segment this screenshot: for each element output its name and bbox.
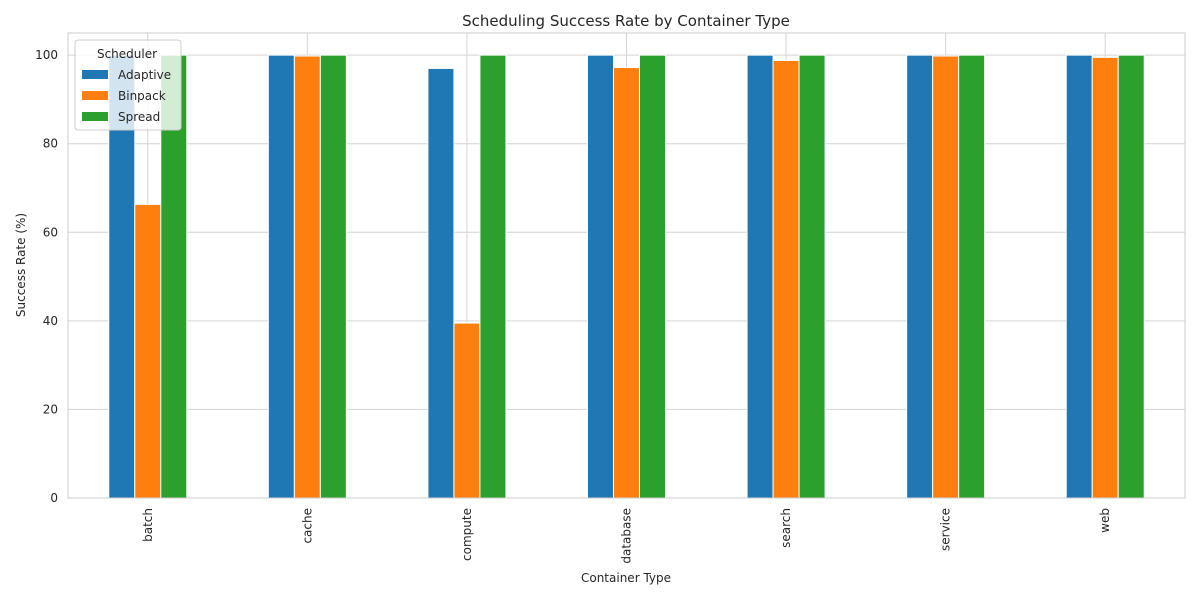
y-tick-label: 60 <box>43 225 58 239</box>
bar-spread-database <box>639 54 666 499</box>
x-tick-label: compute <box>460 508 474 561</box>
y-tick-label: 100 <box>35 48 58 62</box>
bar-spread-service <box>958 54 986 499</box>
plot-border <box>67 32 1186 499</box>
legend-items: Adaptive Binpack Spread <box>82 68 171 124</box>
bar-binpack-database <box>613 67 640 499</box>
bar-adaptive-search <box>746 54 774 499</box>
chart-title: Scheduling Success Rate by Container Typ… <box>462 12 790 30</box>
y-tick-label: 40 <box>43 314 58 328</box>
y-tick-label: 80 <box>43 137 58 151</box>
x-tick-label: batch <box>141 508 155 542</box>
bar-binpack-web <box>1091 56 1119 499</box>
bar-adaptive-database <box>587 54 614 499</box>
bar-binpack-search <box>772 59 800 499</box>
plot-frame <box>67 32 1186 499</box>
legend-swatch-spread <box>82 112 108 121</box>
bar-adaptive-web <box>1065 54 1093 499</box>
legend-title: Scheduler <box>97 47 157 61</box>
y-axis-label: Success Rate (%) <box>14 213 28 317</box>
bar-spread-compute <box>479 54 507 499</box>
legend: Scheduler Adaptive Binpack Spread <box>74 39 182 131</box>
legend-swatch-adaptive <box>82 70 108 79</box>
x-tick-label: web <box>1098 508 1112 533</box>
bar-spread-search <box>798 54 826 499</box>
x-tick-label: search <box>779 508 793 548</box>
bar-spread-cache <box>319 54 347 499</box>
legend-label-adaptive: Adaptive <box>118 68 171 82</box>
x-tick-label: service <box>939 508 953 551</box>
x-axis-label: Container Type <box>581 571 671 585</box>
x-tick-label: cache <box>300 508 314 544</box>
x-tick-label: database <box>620 508 634 564</box>
legend-label-spread: Spread <box>118 110 160 124</box>
y-axis-ticks: 0 20 40 60 80 100 <box>35 48 58 505</box>
plot-area <box>67 32 1186 499</box>
bar-adaptive-compute <box>427 67 455 499</box>
bar-spread-web <box>1117 54 1145 499</box>
bar-adaptive-cache <box>267 54 295 499</box>
bar-binpack-compute <box>453 322 481 499</box>
bar-binpack-batch <box>134 203 162 499</box>
legend-swatch-binpack <box>82 91 108 100</box>
bar-binpack-cache <box>293 55 321 499</box>
y-tick-label: 0 <box>50 491 58 505</box>
x-axis-ticks: batch cache compute database search service we… <box>141 508 1112 564</box>
bar-binpack-service <box>932 55 960 499</box>
legend-box <box>74 39 182 131</box>
bar-adaptive-service <box>906 54 934 499</box>
y-tick-label: 20 <box>43 402 58 416</box>
legend-label-binpack: Binpack <box>118 89 166 103</box>
